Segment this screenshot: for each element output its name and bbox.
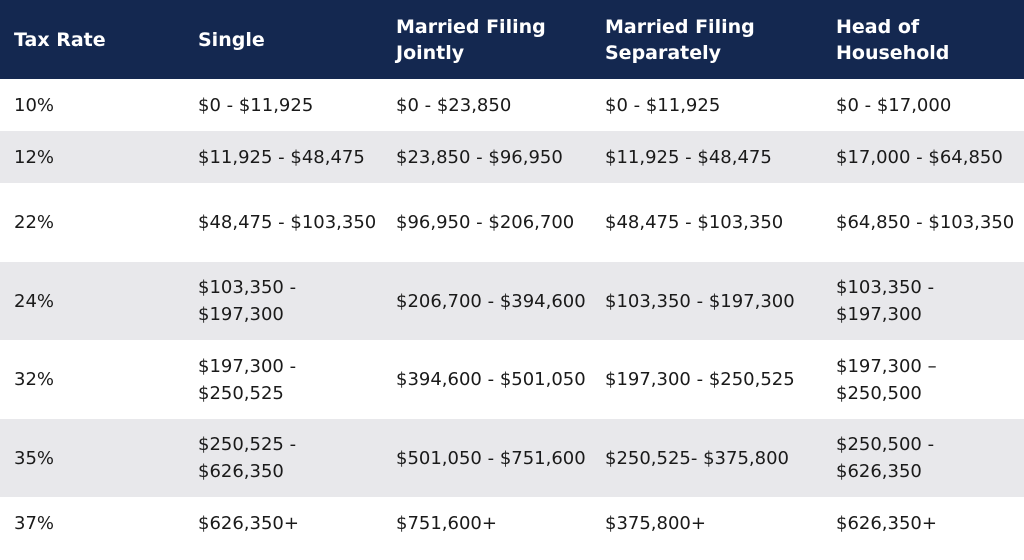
cell-head-of-household: $103,350 - $197,300 [836, 277, 935, 325]
cell-tax-rate: 35% [14, 447, 55, 469]
cell-married-separately: $0 - $11,925 [605, 94, 721, 116]
header-head-of-household: Head of Household [836, 15, 950, 64]
cell-tax-rate: 22% [14, 212, 55, 233]
table-row: 22% $48,475 - $103,350 $96,950 - $206,70… [0, 183, 1024, 262]
header-married-filing-separately: Married Filing Separately [605, 15, 755, 64]
table-row: 37% $626,350+ $751,600+ $375,800+ $626,3… [0, 497, 1024, 550]
table-header: Tax Rate Single Married Filing Jointly M… [0, 0, 1024, 79]
cell-tax-rate: 10% [14, 94, 55, 116]
cell-tax-rate: 37% [14, 513, 55, 534]
cell-single: $626,350+ [198, 513, 299, 534]
cell-single: $103,350 - $197,300 [198, 277, 297, 325]
table-row: 12% $11,925 - $48,475 $23,850 - $96,950 … [0, 131, 1024, 183]
cell-head-of-household: $17,000 - $64,850 [836, 146, 1003, 168]
cell-head-of-household: $64,850 - $103,350 [836, 212, 1015, 233]
cell-single: $197,300 - $250,525 [198, 355, 297, 404]
cell-married-separately: $250,525- $375,800 [605, 447, 789, 469]
cell-tax-rate: 32% [14, 369, 55, 390]
cell-single: $11,925 - $48,475 [198, 146, 365, 168]
cell-married-separately: $103,350 - $197,300 [605, 290, 795, 312]
cell-married-jointly: $394,600 - $501,050 [396, 369, 586, 390]
cell-tax-rate: 24% [14, 290, 55, 312]
cell-married-jointly: $0 - $23,850 [396, 94, 512, 116]
cell-married-jointly: $206,700 - $394,600 [396, 290, 586, 312]
cell-married-separately: $197,300 - $250,525 [605, 369, 795, 390]
table-row: 10% $0 - $11,925 $0 - $23,850 $0 - $11,9… [0, 79, 1024, 131]
cell-married-jointly: $751,600+ [396, 513, 497, 534]
table-body: 10% $0 - $11,925 $0 - $23,850 $0 - $11,9… [0, 79, 1024, 550]
cell-married-separately: $11,925 - $48,475 [605, 146, 772, 168]
header-married-filing-jointly: Married Filing Jointly [396, 15, 546, 64]
cell-married-jointly: $96,950 - $206,700 [396, 212, 575, 233]
cell-married-jointly: $501,050 - $751,600 [396, 447, 586, 469]
table-row: 24% $103,350 - $197,300 $206,700 - $394,… [0, 262, 1024, 340]
header-tax-rate: Tax Rate [14, 28, 106, 51]
cell-head-of-household: $250,500 - $626,350 [836, 434, 935, 482]
cell-married-separately: $375,800+ [605, 513, 706, 534]
cell-married-separately: $48,475 - $103,350 [605, 212, 784, 233]
table-row: 32% $197,300 - $250,525 $394,600 - $501,… [0, 340, 1024, 419]
header-single: Single [198, 28, 265, 51]
table-row: 35% $250,525 - $626,350 $501,050 - $751,… [0, 419, 1024, 497]
cell-head-of-household: $197,300 – $250,500 [836, 355, 937, 404]
cell-married-jointly: $23,850 - $96,950 [396, 146, 563, 168]
cell-single: $250,525 - $626,350 [198, 434, 297, 482]
header-row: Tax Rate Single Married Filing Jointly M… [0, 0, 1024, 79]
cell-single: $0 - $11,925 [198, 94, 314, 116]
cell-head-of-household: $0 - $17,000 [836, 94, 952, 116]
cell-tax-rate: 12% [14, 146, 55, 168]
cell-head-of-household: $626,350+ [836, 513, 937, 534]
cell-single: $48,475 - $103,350 [198, 212, 377, 233]
